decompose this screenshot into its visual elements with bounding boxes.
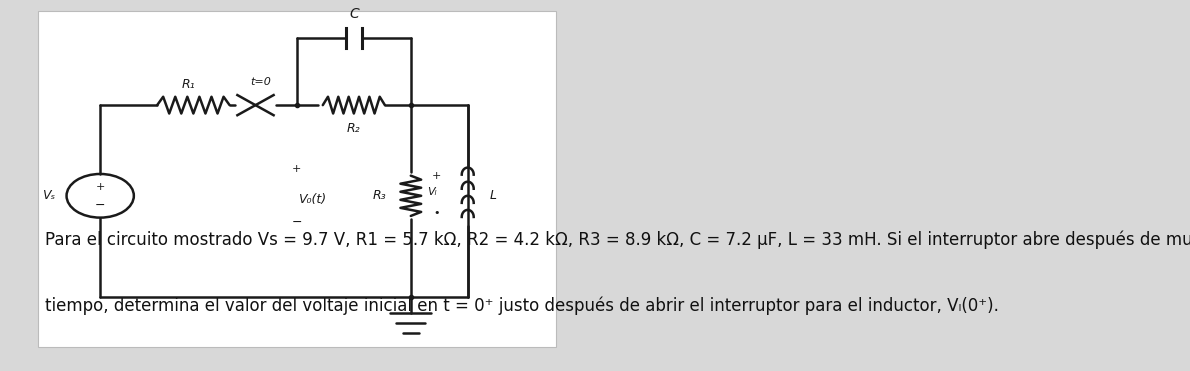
Text: −: −	[292, 216, 302, 229]
Text: t=0: t=0	[250, 77, 271, 87]
Text: R₁: R₁	[181, 79, 195, 92]
Text: +: +	[293, 164, 301, 174]
Text: Vₛ: Vₛ	[42, 189, 55, 202]
Text: R₂: R₂	[347, 122, 361, 135]
Text: Vₗ: Vₗ	[427, 187, 437, 197]
Text: +: +	[432, 171, 441, 181]
Text: −: −	[95, 199, 106, 212]
Text: tiempo, determina el valor del voltaje inicial en t = 0⁺ justo después de abrir : tiempo, determina el valor del voltaje i…	[45, 297, 1000, 315]
Text: L: L	[490, 189, 497, 202]
FancyBboxPatch shape	[38, 11, 556, 347]
Text: •: •	[433, 208, 440, 217]
Text: Para el circuito mostrado Vs = 9.7 V, R1 = 5.7 kΩ, R2 = 4.2 kΩ, R3 = 8.9 kΩ, C =: Para el circuito mostrado Vs = 9.7 V, R1…	[45, 230, 1190, 249]
Text: C: C	[349, 7, 358, 22]
Text: R₃: R₃	[372, 189, 387, 202]
Text: V₀(t): V₀(t)	[299, 193, 326, 206]
Text: +: +	[95, 183, 105, 193]
